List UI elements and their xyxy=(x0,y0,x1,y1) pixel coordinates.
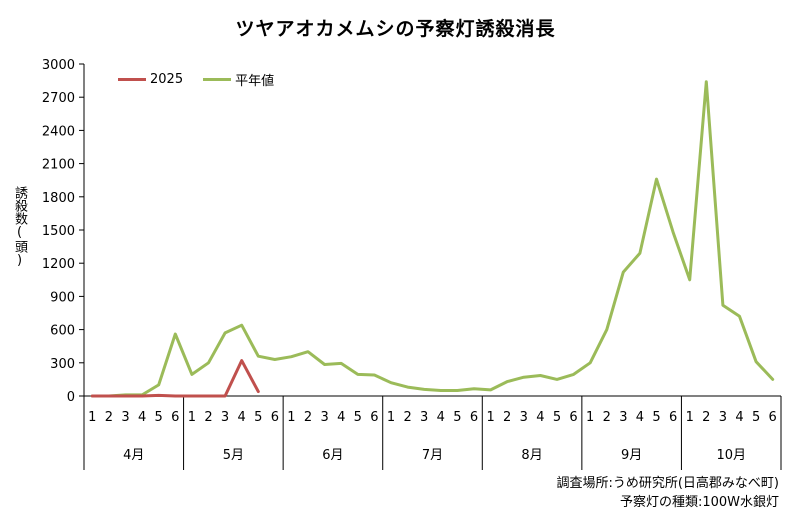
legend-label-2025: 2025 xyxy=(150,72,184,87)
period-tick-label: 3 xyxy=(121,410,129,425)
month-label: 9月 xyxy=(621,448,642,463)
period-tick-label: 4 xyxy=(636,410,644,425)
y-tick-label: 1200 xyxy=(42,257,75,272)
y-tick-label: 2700 xyxy=(42,91,75,106)
legend-swatch-average xyxy=(203,78,232,81)
y-axis-label: 誘殺数(頭) xyxy=(12,186,27,268)
period-tick-label: 4 xyxy=(238,410,246,425)
period-tick-label: 1 xyxy=(387,410,395,425)
period-tick-label: 1 xyxy=(486,410,494,425)
period-tick-label: 6 xyxy=(271,410,279,425)
period-tick-label: 4 xyxy=(536,410,544,425)
y-tick-label: 2400 xyxy=(42,124,75,139)
month-label: 10月 xyxy=(716,448,746,463)
month-label: 7月 xyxy=(422,448,443,463)
period-tick-label: 6 xyxy=(669,410,677,425)
period-tick-label: 3 xyxy=(221,410,229,425)
period-tick-label: 1 xyxy=(88,410,96,425)
y-tick-label: 600 xyxy=(50,324,75,339)
y-tick-label: 2100 xyxy=(42,158,75,173)
period-tick-label: 6 xyxy=(769,410,777,425)
period-tick-label: 4 xyxy=(437,410,445,425)
y-tick-label: 1800 xyxy=(42,191,75,206)
period-tick-label: 6 xyxy=(171,410,179,425)
period-tick-label: 3 xyxy=(719,410,727,425)
period-tick-label: 3 xyxy=(520,410,528,425)
chart-title: ツヤアオカメムシの予察灯誘殺消長 xyxy=(235,18,556,40)
chart-notes: 調査場所:うめ研究所(日高郡みなべ町) 予察灯の種類:100W水銀灯 xyxy=(556,474,779,512)
legend-item-2025: 2025 xyxy=(118,72,183,87)
period-tick-label: 3 xyxy=(420,410,428,425)
period-tick-label: 2 xyxy=(503,410,511,425)
period-tick-label: 2 xyxy=(702,410,710,425)
period-tick-label: 2 xyxy=(403,410,411,425)
series-line-average xyxy=(90,80,775,398)
period-tick-label: 1 xyxy=(188,410,196,425)
period-tick-label: 5 xyxy=(752,410,760,425)
y-tick-label: 0 xyxy=(67,390,75,405)
month-label: 5月 xyxy=(223,448,244,463)
note-lamp-type: 予察灯の種類:100W水銀灯 xyxy=(619,495,779,510)
legend: 2025 平年値 xyxy=(118,70,294,89)
period-tick-label: 4 xyxy=(735,410,743,425)
period-tick-label: 5 xyxy=(553,410,561,425)
period-tick-label: 3 xyxy=(320,410,328,425)
month-label: 4月 xyxy=(123,448,144,463)
legend-label-average: 平年値 xyxy=(235,74,275,89)
period-tick-label: 5 xyxy=(453,410,461,425)
month-label: 6月 xyxy=(322,448,343,463)
period-tick-label: 6 xyxy=(370,410,378,425)
y-tick-label: 1500 xyxy=(42,224,75,239)
period-tick-label: 5 xyxy=(652,410,660,425)
y-tick-label: 300 xyxy=(50,357,75,372)
period-tick-label: 6 xyxy=(569,410,577,425)
period-tick-label: 4 xyxy=(337,410,345,425)
period-tick-label: 2 xyxy=(204,410,212,425)
y-tick-label: 900 xyxy=(50,290,75,305)
period-tick-label: 4 xyxy=(138,410,146,425)
period-tick-label: 2 xyxy=(105,410,113,425)
y-tick-label: 3000 xyxy=(42,58,75,73)
period-tick-label: 6 xyxy=(470,410,478,425)
period-tick-label: 1 xyxy=(586,410,594,425)
period-tick-label: 5 xyxy=(354,410,362,425)
period-tick-label: 1 xyxy=(686,410,694,425)
month-label: 8月 xyxy=(521,448,542,463)
series-line-2025 xyxy=(90,359,260,398)
period-tick-label: 1 xyxy=(287,410,295,425)
period-tick-label: 2 xyxy=(304,410,312,425)
period-tick-label: 2 xyxy=(603,410,611,425)
period-tick-label: 5 xyxy=(155,410,163,425)
period-tick-label: 5 xyxy=(254,410,262,425)
period-tick-label: 3 xyxy=(619,410,627,425)
note-location: 調査場所:うめ研究所(日高郡みなべ町) xyxy=(556,476,779,491)
legend-item-average: 平年値 xyxy=(203,70,274,89)
legend-swatch-2025 xyxy=(118,78,146,81)
